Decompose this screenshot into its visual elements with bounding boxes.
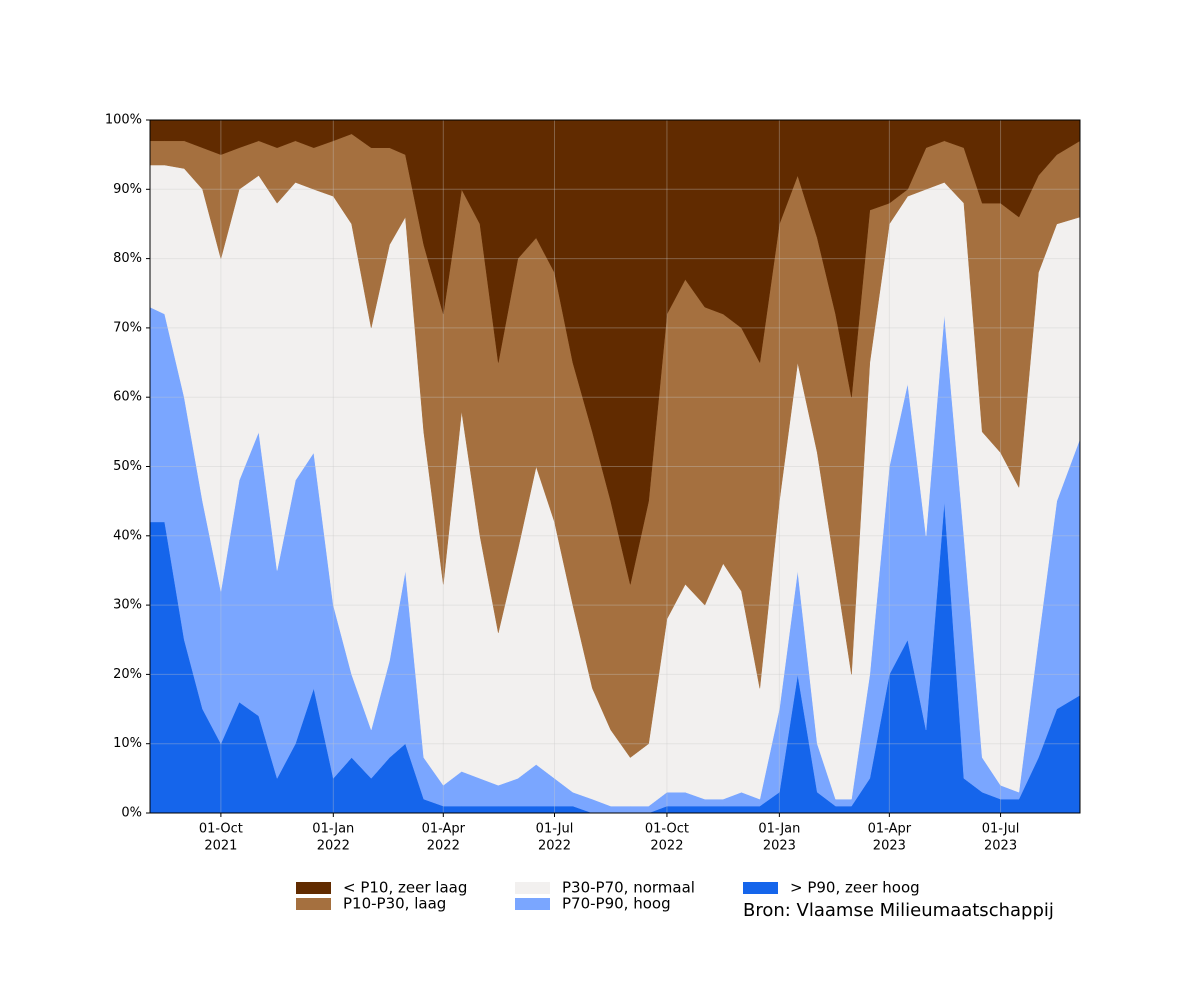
legend-swatch [515,898,550,910]
x-tick-label: 01-Jul [982,822,1020,837]
x-tick-label: 2022 [427,839,460,854]
legend-label: P30-P70, normaal [562,879,695,897]
x-tick-label: 01-Jul [536,822,574,837]
legend-swatch [296,898,331,910]
y-tick-label: 40% [113,528,142,543]
x-tick-label: 01-Jan [758,822,800,837]
y-tick-label: 10% [113,736,142,751]
x-tick-label: 01-Jan [312,822,354,837]
y-tick-label: 30% [113,598,142,613]
y-tick-label: 80% [113,251,142,266]
legend-label: < P10, zeer laag [343,879,467,897]
legend-label: > P90, zeer hoog [790,879,920,897]
x-tick-label: 2022 [538,839,571,854]
x-tick-label: 2023 [873,839,906,854]
y-tick-label: 60% [113,390,142,405]
y-tick-label: 70% [113,320,142,335]
x-tick-label: 2022 [317,839,350,854]
x-tick-label: 01-Oct [645,822,689,837]
legend-label: P70-P90, hoog [562,895,671,913]
y-tick-label: 20% [113,667,142,682]
source-note: Bron: Vlaamse Milieumaatschappij [743,900,1054,921]
x-tick-label: 2021 [204,839,237,854]
x-tick-label: 01-Apr [868,822,912,837]
y-tick-label: 90% [113,182,142,197]
legend-swatch [515,882,550,894]
legend-swatch [743,882,778,894]
y-tick-label: 50% [113,459,142,474]
x-tick-label: 2023 [763,839,796,854]
y-tick-label: 0% [121,806,142,821]
plot-frame [149,119,1081,814]
legend-label: P10-P30, laag [343,895,446,913]
x-tick-label: 01-Apr [422,822,466,837]
x-tick-label: 01-Oct [199,822,243,837]
y-tick-label: 100% [105,113,142,128]
x-tick-label: 2023 [984,839,1017,854]
legend-swatch [296,882,331,894]
x-tick-label: 2022 [650,839,683,854]
